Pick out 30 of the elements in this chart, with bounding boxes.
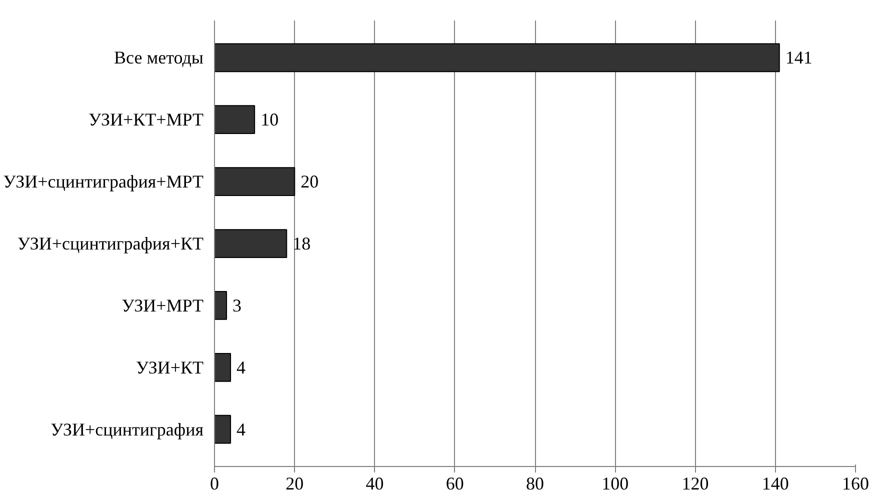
- bar: [214, 414, 232, 444]
- x-tick-label: 20: [286, 474, 304, 494]
- x-tick-label: 120: [682, 474, 709, 494]
- x-tick-label: 160: [842, 474, 869, 494]
- data-label: 4: [236, 419, 246, 440]
- bar: [214, 105, 256, 134]
- data-label: 18: [292, 234, 311, 254]
- y-tick-label: Все методы: [114, 48, 204, 68]
- x-tick-label: 40: [366, 474, 384, 494]
- x-tick-label: 80: [526, 474, 544, 494]
- y-tick-label: УЗИ+КТ+МРТ: [88, 110, 204, 130]
- data-label: 3: [232, 295, 242, 316]
- data-label: 141: [785, 48, 812, 68]
- y-tick-label: УЗИ+МРТ: [122, 295, 204, 316]
- y-tick-label: УЗИ+КТ: [136, 357, 204, 378]
- x-tick-label: 60: [446, 474, 464, 494]
- y-tick-label: УЗИ+сцинтиграфия: [50, 419, 204, 440]
- x-tick-label: 100: [602, 474, 629, 494]
- bar: [214, 167, 296, 196]
- bar: [214, 352, 232, 382]
- data-label: 10: [260, 110, 279, 130]
- bar: [214, 229, 288, 258]
- y-tick-label: УЗИ+сцинтиграфия+КТ: [17, 234, 204, 254]
- x-tick-label: 0: [210, 474, 219, 494]
- data-label: 4: [236, 357, 246, 378]
- data-label: 20: [300, 172, 319, 192]
- bar: [214, 43, 780, 72]
- bar: [214, 291, 228, 320]
- y-tick-label: УЗИ+сцинтиграфия+МРТ: [3, 172, 204, 192]
- x-tick-label: 140: [762, 474, 789, 494]
